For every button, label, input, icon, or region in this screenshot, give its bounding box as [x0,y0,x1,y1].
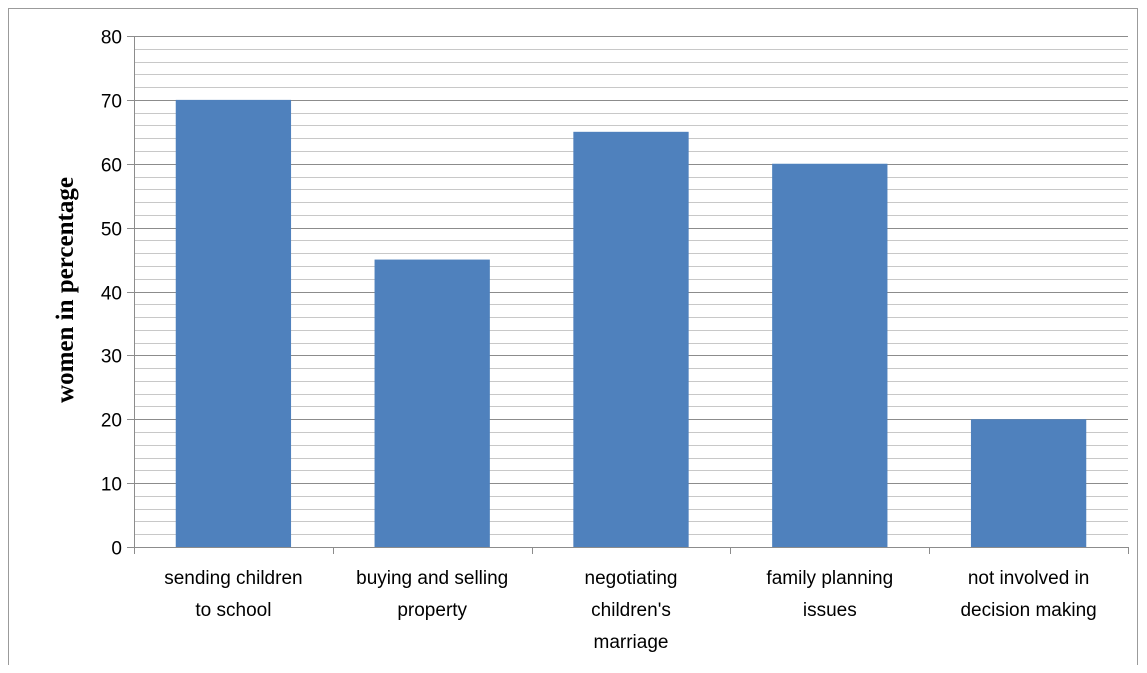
bar [970,419,1087,547]
bar [772,163,888,547]
bar [175,99,292,547]
y-tick-label: 80 [101,28,122,49]
axes [127,36,1129,554]
category-label: not involved in decision making [960,568,1096,621]
y-tick-label: 40 [101,284,122,305]
category-label: sending children to school [164,568,302,621]
y-tick-label: 60 [101,156,122,177]
y-axis-label: women in percentage [52,177,79,403]
y-tick-label: 30 [101,347,122,368]
category-label: negotiating children's marriage [585,568,678,653]
y-tick-label: 0 [111,539,122,560]
category-label: family planning issues [766,568,893,621]
chart-frame [8,8,1138,665]
y-tick-label: 20 [101,411,122,432]
bar [374,259,490,547]
y-tick-labels: 0 10 20 30 40 50 60 70 80 [101,28,122,560]
bars [175,99,1087,547]
y-tick-label: 50 [101,220,122,241]
y-tick-label: 10 [101,475,122,496]
bar [573,131,689,547]
category-label: buying and selling property [356,568,508,621]
category-labels: sending children to school buying and sell… [164,568,1097,653]
y-tick-label: 70 [101,92,122,113]
